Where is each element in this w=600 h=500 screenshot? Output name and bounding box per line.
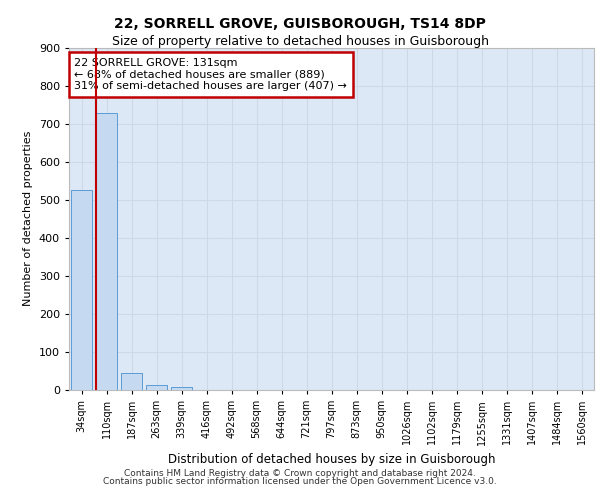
- Bar: [96, 113, 117, 390]
- Y-axis label: Number of detached properties: Number of detached properties: [23, 131, 33, 306]
- Text: Size of property relative to detached houses in Guisborough: Size of property relative to detached ho…: [112, 35, 488, 48]
- Bar: [171, 387, 192, 390]
- Text: Contains public sector information licensed under the Open Government Licence v3: Contains public sector information licen…: [103, 477, 497, 486]
- Bar: [71, 190, 92, 390]
- Bar: [146, 386, 167, 390]
- Text: 22, SORRELL GROVE, GUISBOROUGH, TS14 8DP: 22, SORRELL GROVE, GUISBOROUGH, TS14 8DP: [114, 18, 486, 32]
- Text: Contains HM Land Registry data © Crown copyright and database right 2024.: Contains HM Land Registry data © Crown c…: [124, 468, 476, 477]
- X-axis label: Distribution of detached houses by size in Guisborough: Distribution of detached houses by size …: [168, 453, 495, 466]
- Text: 22 SORRELL GROVE: 131sqm
← 68% of detached houses are smaller (889)
31% of semi-: 22 SORRELL GROVE: 131sqm ← 68% of detach…: [74, 58, 347, 91]
- Bar: [121, 373, 142, 390]
